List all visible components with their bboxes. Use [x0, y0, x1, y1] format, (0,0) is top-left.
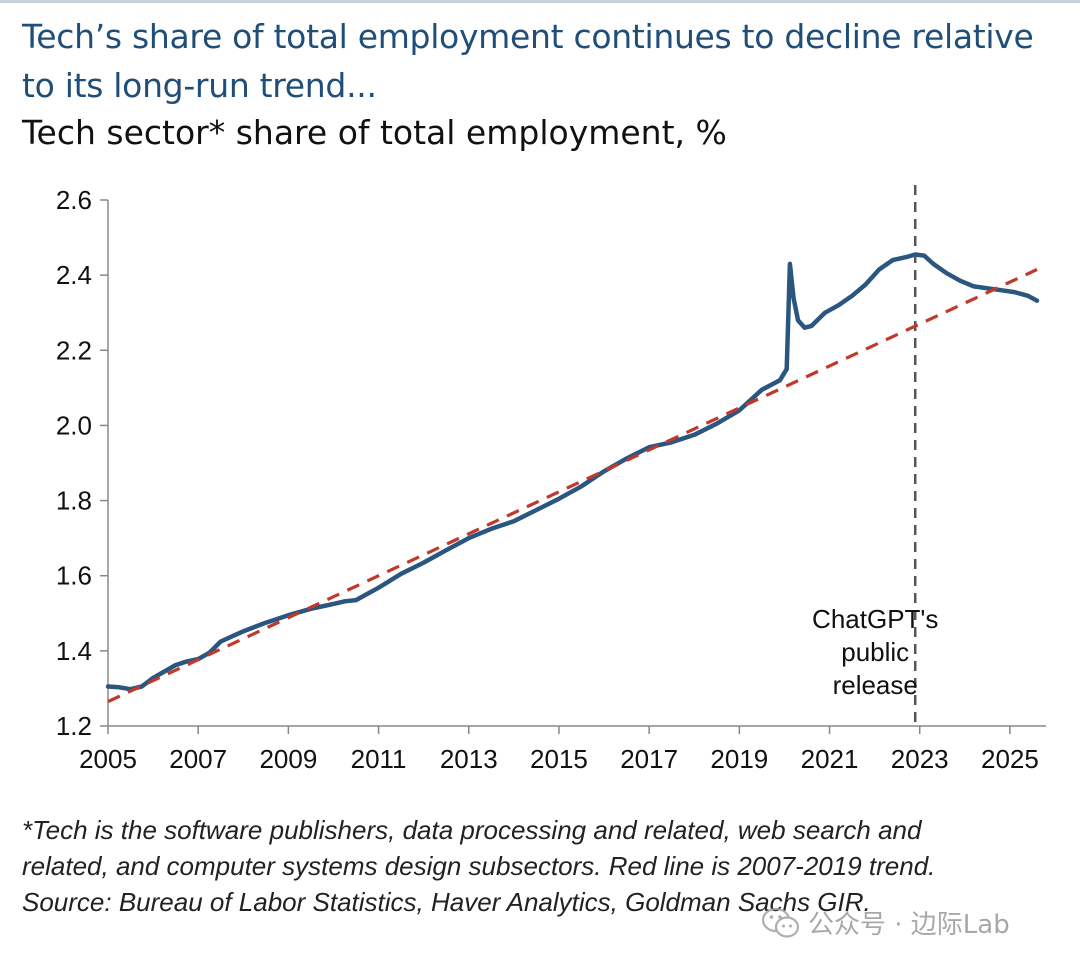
annotation-label-line: release: [833, 670, 918, 700]
footnote-line-2: related, and computer systems design sub…: [22, 851, 936, 881]
y-tick-label: 1.4: [56, 636, 92, 666]
y-tick-label: 1.6: [56, 561, 92, 591]
x-tick-label: 2017: [620, 744, 678, 774]
x-tick-label: 2009: [259, 744, 317, 774]
chart-subtitle: Tech sector* share of total employment, …: [22, 113, 727, 152]
x-tick-label: 2015: [530, 744, 588, 774]
chart-title: Tech’s share of total employment continu…: [22, 17, 1034, 105]
x-tick-label: 2021: [801, 744, 859, 774]
footnote-source: Source: Bureau of Labor Statistics, Have…: [22, 887, 871, 917]
x-tick-label: 2023: [891, 744, 949, 774]
x-tick-label: 2007: [169, 744, 227, 774]
x-tick-label: 2019: [710, 744, 768, 774]
y-tick-label: 2.0: [56, 410, 92, 440]
x-tick-label: 2005: [79, 744, 137, 774]
x-tick-label: 2025: [981, 744, 1039, 774]
wechat-icon: [762, 907, 800, 938]
x-tick-label: 2011: [351, 744, 407, 774]
top-rule: [0, 0, 1080, 3]
x-tick-label: 2013: [440, 744, 498, 774]
y-tick-label: 2.4: [56, 260, 92, 290]
y-tick-label: 1.2: [56, 711, 92, 741]
tech-share-line: [105, 252, 1040, 692]
annotation-label-line: public: [841, 637, 909, 667]
footnote: *Tech is the software publishers, data p…: [22, 812, 1072, 920]
line-chart: 1.2 1.4 1.6 1.8 2.0 2.2 2.4 2.6 2005 2007 2009 2011…: [56, 185, 1046, 774]
y-tick-label: 2.2: [56, 335, 92, 365]
watermark-text: 公众号 · 边际Lab: [808, 910, 1010, 940]
watermark: 公众号 · 边际Lab: [762, 904, 1010, 941]
annotation-label-line: ChatGPT's: [812, 604, 938, 634]
y-tick-label: 2.6: [56, 185, 92, 215]
trend-line: [107, 268, 1038, 704]
y-tick-label: 1.8: [56, 486, 92, 516]
footnote-line-1: *Tech is the software publishers, data p…: [22, 815, 922, 845]
